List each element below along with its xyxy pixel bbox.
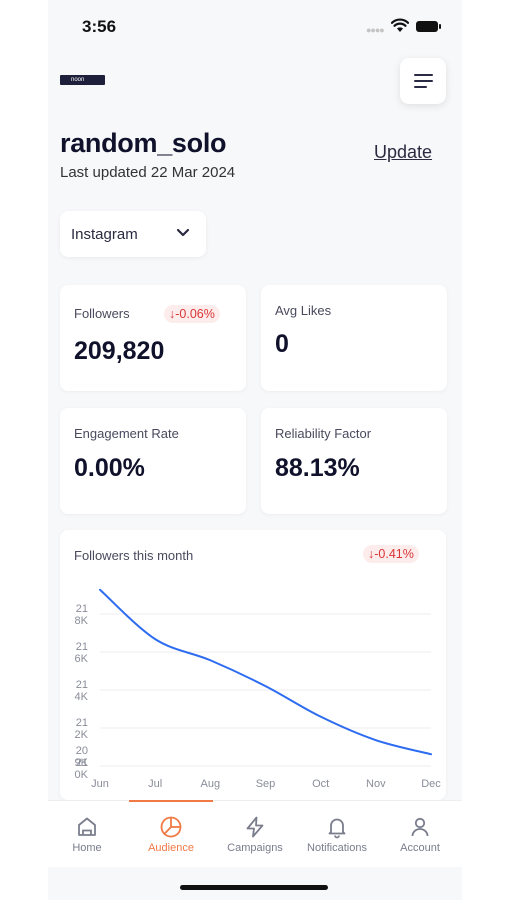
followers-label: Followers [74,306,130,321]
chart-y-tick-label: 9K [75,757,89,769]
battery-icon [416,21,441,32]
home-icon [78,817,96,836]
chart-y-tick-label: 8K [75,615,89,627]
nav-item-home[interactable]: Home [45,801,129,867]
platform-select-value: Instagram [71,226,138,243]
nav-label-audience: Audience [148,842,194,854]
brand-logo: noon [60,75,105,85]
user-icon [411,817,429,837]
platform-select[interactable]: Instagram [60,211,206,257]
chart-y-tick-label: 21 [76,757,88,769]
engagement-rate-value: 0.00% [74,454,145,482]
bottom-nav: Home Audience Campaigns Notifications Ac… [48,800,462,867]
avg-likes-label: Avg Likes [275,303,332,318]
chart-y-tick-label: 2K [75,729,89,741]
chart-x-tick-label: Jul [148,778,162,790]
avg-likes-value: 0 [275,330,289,358]
chart-y-tick-label: 0K [75,769,89,781]
followers-change-value: -0.06% [175,307,215,321]
chart-series-line [99,588,432,756]
avg-likes-card: Avg Likes 0 [261,285,447,391]
lightning-icon [246,816,264,838]
chart-x-tick-label: Dec [421,778,441,790]
nav-item-notifications[interactable]: Notifications [295,801,379,867]
reliability-factor-value: 88.13% [275,454,360,482]
last-updated-text: Last updated 22 Mar 2024 [60,164,236,181]
followers-chart-card: Followers this month ↓-0.41% 21 8K 21 6K 21 4… [60,530,446,800]
nav-item-account[interactable]: Account [378,801,462,867]
chart-y-tick-label: 20 [76,745,88,757]
engagement-rate-card: Engagement Rate 0.00% [60,408,246,514]
chart-y-tick-label: 21 [76,679,88,691]
chart-change-value: -0.41% [374,547,414,561]
chevron-down-icon [176,228,190,237]
nav-label-home: Home [72,842,102,854]
nav-item-audience[interactable]: Audience [129,801,213,867]
nav-label-notifications: Notifications [307,842,367,854]
chart-y-tick-label: 21 [76,717,88,729]
followers-value: 209,820 [74,337,165,365]
chart-title: Followers this month [74,548,194,563]
page-title: random_solo [60,128,227,158]
nav-item-campaigns[interactable]: Campaigns [213,801,297,867]
chart-change-badge: ↓-0.41% [363,545,419,563]
menu-icon [414,74,433,76]
logo-text: noon [71,77,85,83]
chart-x-tick-label: Nov [366,778,386,790]
followers-change-badge: ↓-0.06% [164,305,220,323]
chart-y-tick-label: 21 [76,641,88,653]
pie-chart-icon [160,816,182,838]
status-time: 3:56 [82,17,117,36]
reliability-factor-card: Reliability Factor 88.13% [261,408,447,514]
chart-x-tick-label: Aug [201,778,221,790]
arrow-down-icon: ↓ [169,307,176,321]
chart-y-tick-label: 4K [75,691,89,703]
wifi-icon [391,18,409,32]
status-icons: ●●●● [366,18,446,36]
engagement-rate-label: Engagement Rate [74,426,179,441]
followers-card: Followers ↓-0.06% 209,820 [60,285,246,391]
arrow-down-icon: ↓ [368,547,375,561]
chart-x-tick-label: Oct [312,778,329,790]
bell-icon [328,818,346,839]
menu-button[interactable] [400,58,446,104]
nav-label-campaigns: Campaigns [227,842,283,854]
nav-label-account: Account [400,842,440,854]
update-link[interactable]: Update [374,142,433,162]
chart-y-tick-label: 6K [75,653,89,665]
signal-icon: ●●●● [366,25,385,35]
chart-y-tick-label: 21 [76,603,88,615]
chart-x-tick-label: Jun [91,778,109,790]
home-indicator [180,885,328,890]
active-tab-indicator [129,800,213,802]
chart-x-tick-label: Sep [256,778,276,790]
reliability-factor-label: Reliability Factor [275,426,372,441]
